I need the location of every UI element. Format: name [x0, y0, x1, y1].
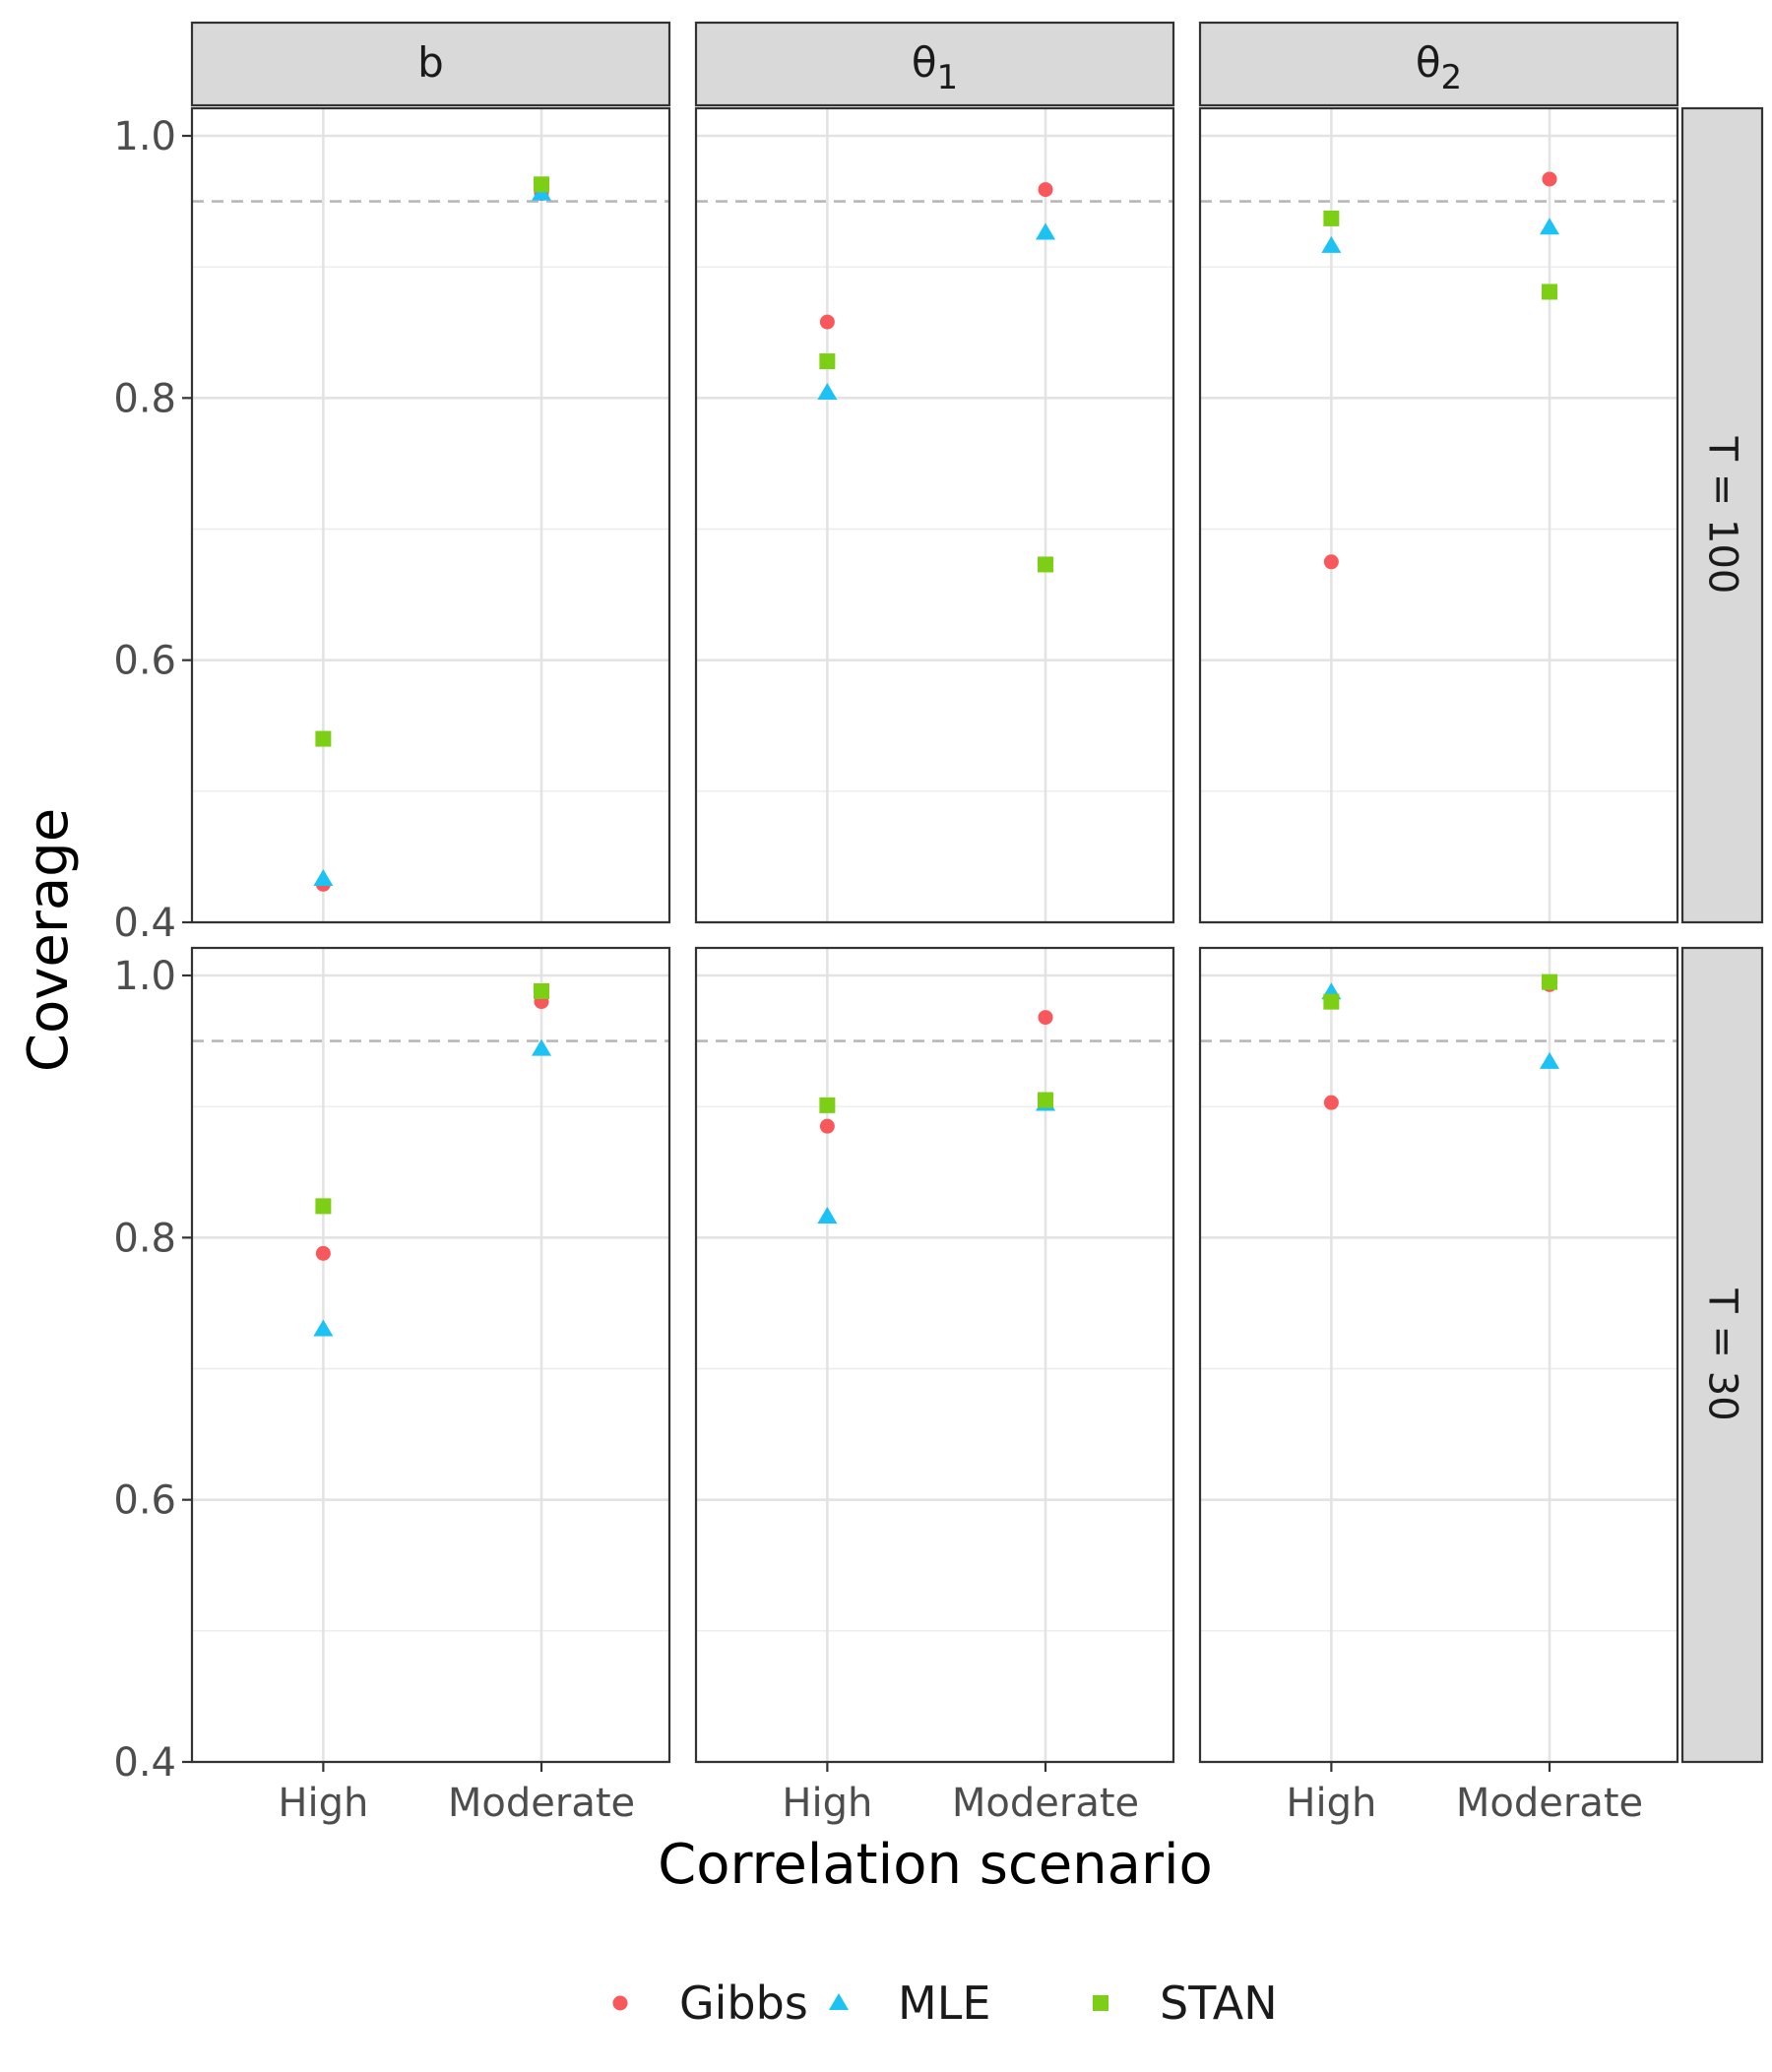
y-tick-label: 0.4 — [113, 901, 176, 946]
point-stan — [1038, 556, 1054, 573]
point-gibbs — [819, 1118, 835, 1134]
point-gibbs — [315, 1245, 331, 1261]
panel-background — [1200, 948, 1677, 1762]
point-stan — [315, 1198, 332, 1215]
point-gibbs — [1038, 182, 1053, 198]
panel-border — [190, 106, 671, 924]
point-gibbs — [1038, 1010, 1053, 1026]
point-mle — [817, 383, 838, 401]
point-stan — [534, 982, 550, 999]
point-gibbs — [1323, 554, 1339, 570]
x-tick-label: Moderate — [1456, 1781, 1643, 1826]
y-axis-title: Coverage — [17, 808, 81, 1072]
facet-strip-row — [1680, 946, 1764, 1764]
x-tick-label: High — [278, 1781, 368, 1826]
panel-background — [192, 108, 669, 922]
facet-strip-column — [694, 21, 1175, 107]
point-stan — [819, 353, 836, 370]
y-tick-label: 0.6 — [113, 639, 176, 684]
point-mle — [1036, 222, 1056, 240]
point-stan — [534, 176, 550, 193]
panel-border — [1198, 106, 1679, 924]
x-axis-title: Correlation scenario — [658, 1833, 1213, 1897]
point-stan — [1323, 993, 1340, 1010]
facet-row-label: T = 100 — [1700, 436, 1745, 595]
legend-key-stan — [1093, 1995, 1108, 2011]
facet-column-label: θ2 — [1416, 38, 1462, 97]
y-tick-label: 0.8 — [113, 1216, 176, 1261]
y-tick-label: 1.0 — [113, 954, 176, 999]
legend-label-stan: STAN — [1160, 1977, 1278, 2030]
point-mle — [1321, 235, 1342, 253]
x-tick-label: Moderate — [952, 1781, 1139, 1826]
panel-border — [190, 946, 671, 1764]
panel-background — [696, 108, 1173, 922]
point-mle — [313, 1319, 334, 1337]
panel-border — [694, 946, 1175, 1764]
y-tick-label: 1.0 — [113, 114, 176, 159]
y-tick-label: 0.8 — [113, 376, 176, 421]
point-stan — [1323, 210, 1340, 226]
point-stan — [1542, 973, 1558, 990]
point-mle — [817, 1207, 838, 1224]
point-stan — [1542, 283, 1558, 300]
facet-strip-column — [1198, 21, 1679, 107]
legend-key-mle — [829, 1993, 849, 2010]
point-stan — [1038, 1092, 1054, 1108]
point-mle — [532, 1038, 552, 1056]
x-tick-label: High — [782, 1781, 872, 1826]
y-tick-label: 0.4 — [113, 1740, 176, 1786]
point-stan — [315, 730, 332, 747]
facet-strip-column — [190, 21, 671, 107]
x-tick-label: Moderate — [448, 1781, 635, 1826]
legend-key-gibbs — [612, 1995, 628, 2011]
facet-strip-row — [1680, 106, 1764, 924]
y-tick-label: 0.6 — [113, 1478, 176, 1524]
point-stan — [819, 1097, 836, 1113]
point-gibbs — [1323, 1095, 1339, 1110]
x-tick-label: High — [1286, 1781, 1376, 1826]
legend-label-mle: MLE — [898, 1977, 990, 2030]
point-mle — [1540, 1051, 1560, 1069]
panel-background — [696, 948, 1173, 1762]
facet-row-label: T = 30 — [1700, 1287, 1745, 1420]
legend-label-gibbs: Gibbs — [679, 1977, 808, 2030]
facet-column-label: θ1 — [912, 38, 958, 97]
point-mle — [313, 869, 334, 887]
panel-border — [1198, 946, 1679, 1764]
panel-border — [694, 106, 1175, 924]
point-gibbs — [1542, 171, 1557, 187]
point-gibbs — [819, 314, 835, 330]
point-mle — [1540, 218, 1560, 235]
facet-column-label: b — [417, 38, 444, 87]
panel-background — [1200, 108, 1677, 922]
panel-background — [192, 948, 669, 1762]
